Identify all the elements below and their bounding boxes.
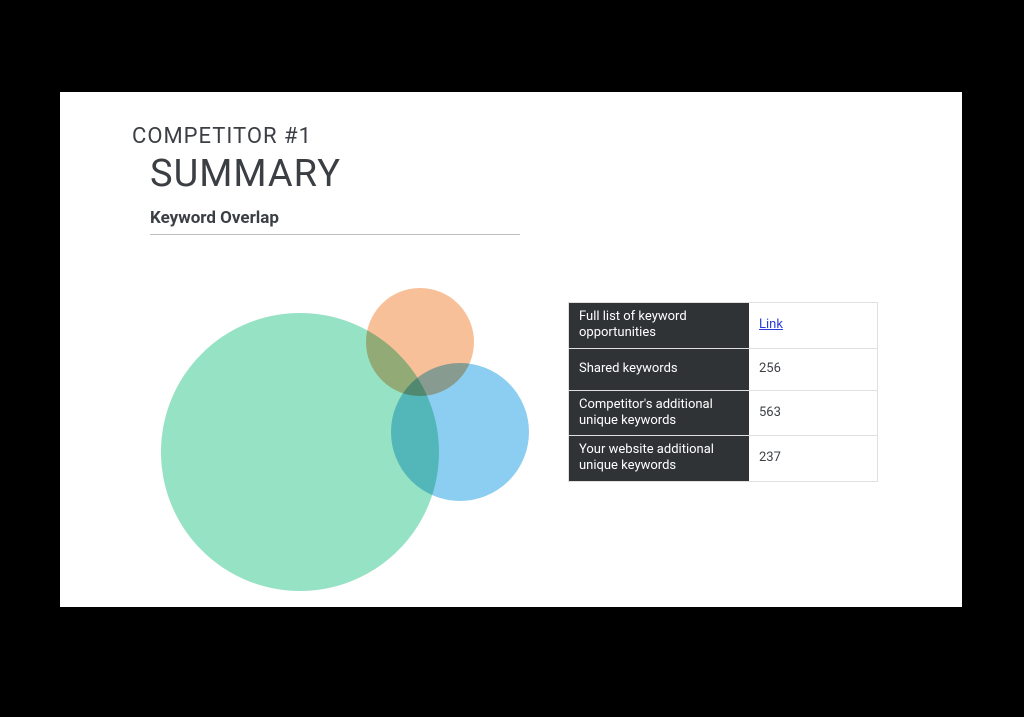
competitor-circle [390,362,530,502]
table-row: Your website additional unique keywords2… [569,436,878,482]
table-row: Shared keywords256 [569,348,878,390]
section-divider [150,234,520,235]
slide-card: COMPETITOR #1 SUMMARY Keyword Overlap Fu… [60,92,962,607]
section-title: Keyword Overlap [150,208,279,228]
table-label: Your website additional unique keywords [569,436,750,482]
table-label: Competitor's additional unique keywords [569,390,750,436]
page-title: SUMMARY [150,152,341,196]
venn-svg [135,262,535,592]
keyword-overlap-table: Full list of keyword opportunities Link Sh… [568,302,878,482]
keyword-opportunities-link[interactable]: Link [759,317,783,332]
table-label: Shared keywords [569,348,750,390]
eyebrow-text: COMPETITOR #1 [132,124,312,149]
table-value: Link [749,303,878,349]
table-label: Full list of keyword opportunities [569,303,750,349]
table-row: Competitor's additional unique keywords5… [569,390,878,436]
table-value: 256 [749,348,878,390]
table-value: 237 [749,436,878,482]
table-row: Full list of keyword opportunities Link [569,303,878,349]
table-value: 563 [749,390,878,436]
venn-diagram [135,262,535,592]
